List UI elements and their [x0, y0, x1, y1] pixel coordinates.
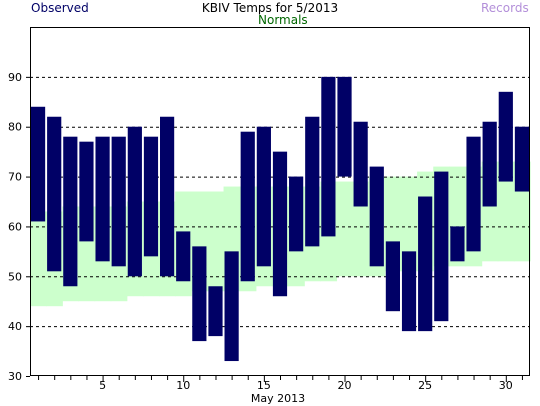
legend-observed: Observed — [31, 1, 89, 15]
observed-bar-day-4 — [79, 141, 94, 242]
observed-bar-day-28 — [466, 136, 481, 252]
legend-records: Records — [481, 1, 529, 15]
y-tick-label-60: 60 — [8, 220, 22, 233]
observed-bar-day-26 — [434, 171, 449, 322]
observed-bars — [30, 76, 530, 362]
observed-bar-day-25 — [418, 196, 433, 332]
observed-bar-day-1 — [30, 106, 46, 222]
normal-range-day-20 — [336, 181, 354, 277]
observed-bar-day-22 — [369, 166, 384, 267]
x-tick-label-20: 20 — [338, 379, 352, 392]
observed-bar-day-10 — [176, 231, 191, 282]
observed-bar-day-14 — [240, 131, 255, 282]
observed-bar-day-6 — [111, 136, 126, 267]
y-tick-label-40: 40 — [8, 320, 22, 333]
x-tick-label-25: 25 — [418, 379, 432, 392]
observed-bar-day-31 — [514, 126, 530, 192]
normal-range-day-1 — [30, 211, 47, 307]
observed-bar-day-24 — [401, 251, 417, 332]
observed-bar-day-5 — [95, 136, 110, 262]
observed-bar-day-17 — [289, 176, 304, 252]
y-tick-label-70: 70 — [8, 171, 22, 184]
observed-bar-day-15 — [256, 126, 271, 267]
observed-bar-day-7 — [127, 126, 142, 277]
legend-normals: Normals — [258, 13, 308, 27]
y-tick-label-80: 80 — [8, 121, 22, 134]
plot-frame — [30, 27, 530, 376]
observed-bar-day-21 — [353, 121, 368, 207]
y-tick-label-50: 50 — [8, 270, 22, 283]
observed-bar-day-23 — [385, 241, 400, 312]
observed-bar-day-20 — [337, 76, 352, 177]
x-tick-label-5: 5 — [99, 379, 106, 392]
x-tick-label-15: 15 — [257, 379, 271, 392]
observed-bar-day-30 — [498, 91, 513, 182]
y-tick-label-30: 30 — [8, 370, 22, 383]
normal-range-day-30 — [497, 161, 515, 262]
observed-bar-day-3 — [63, 136, 78, 287]
x-tick-label-10: 10 — [176, 379, 190, 392]
normal-range-day-24 — [400, 176, 418, 272]
observed-bar-day-16 — [272, 151, 288, 297]
observed-bar-day-29 — [482, 121, 497, 207]
observed-bar-day-2 — [47, 116, 62, 272]
observed-bar-day-27 — [450, 226, 465, 262]
observed-bar-day-9 — [160, 116, 175, 277]
observed-bar-day-19 — [321, 76, 336, 237]
y-tick-label-90: 90 — [8, 71, 22, 84]
observed-bar-day-18 — [305, 116, 320, 247]
chart-title: KBIV Temps for 5/2013 — [201, 1, 339, 15]
observed-bar-day-12 — [208, 286, 223, 337]
axes: 30 40 50 60 70 80 90 5 10 15 20 25 30 — [8, 27, 530, 392]
x-axis-label: May 2013 — [251, 392, 305, 405]
observed-bar-day-13 — [224, 251, 239, 362]
observed-bar-day-11 — [192, 246, 207, 342]
observed-bar-day-8 — [143, 136, 159, 257]
x-tick-label-30: 30 — [499, 379, 513, 392]
normal-range-day-12 — [207, 191, 225, 292]
